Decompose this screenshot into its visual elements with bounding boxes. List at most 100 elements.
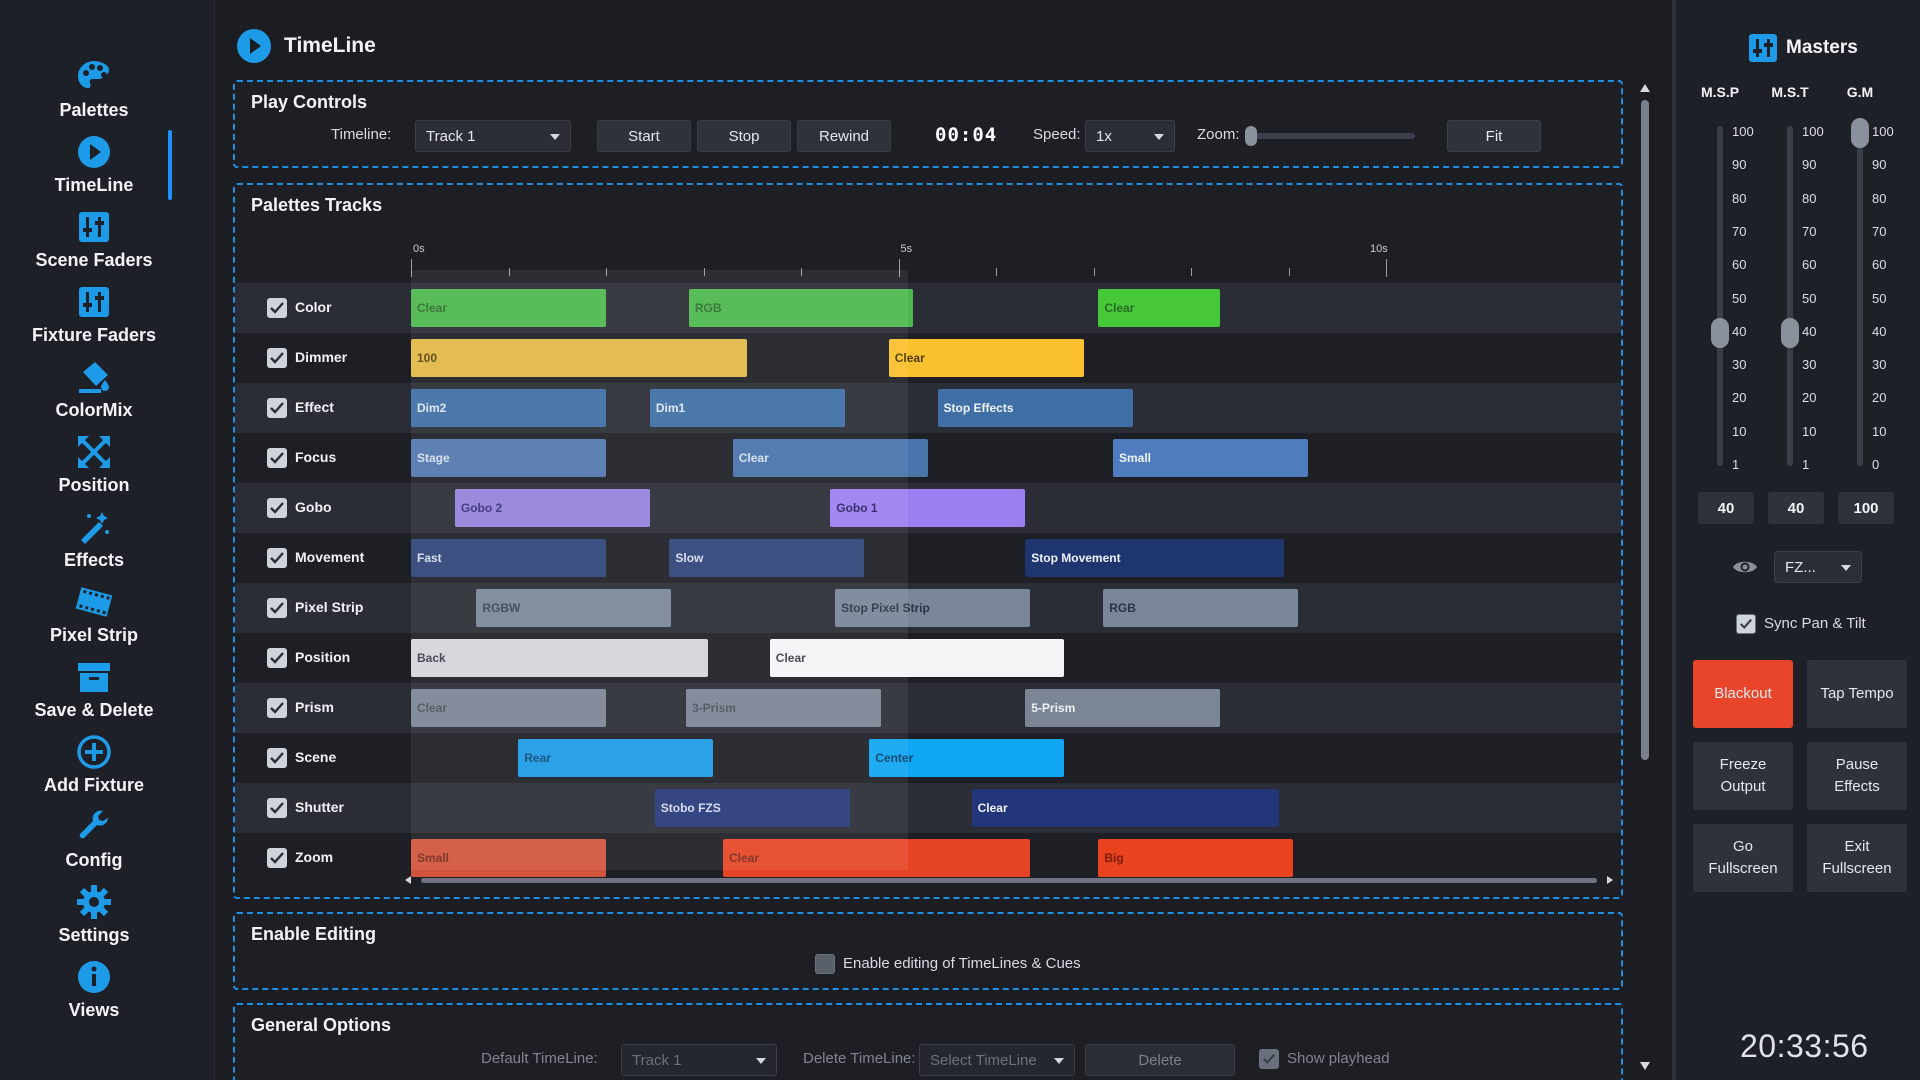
cue-block[interactable]: Clear (1098, 289, 1221, 327)
track-enabled-checkbox[interactable] (267, 448, 287, 468)
delete-timeline-dropdown[interactable]: Select TimeLine (919, 1044, 1075, 1076)
cue-block[interactable]: Clear (732, 439, 928, 477)
sidebar-item-colormix[interactable]: ColorMix (0, 358, 188, 433)
play-controls-section: Play Controls Timeline: Track 1 Start St… (233, 80, 1623, 168)
cue-block[interactable]: Clear (723, 839, 1031, 877)
fader-handle[interactable] (1781, 317, 1799, 348)
sidebar-item-palettes[interactable]: Palettes (0, 58, 188, 133)
sidebar-item-scene-faders[interactable]: Scene Faders (0, 208, 188, 283)
cue-block[interactable]: 3-Prism (685, 689, 881, 727)
fader-handle[interactable] (1851, 118, 1869, 148)
enable-editing-checkbox[interactable] (815, 954, 835, 974)
track-enabled-checkbox[interactable] (267, 798, 287, 818)
track-enabled-checkbox[interactable] (267, 548, 287, 568)
track-enabled-checkbox[interactable] (267, 298, 287, 318)
cue-block[interactable]: 5-Prism (1025, 689, 1221, 727)
cue-block[interactable]: Gobo 1 (830, 489, 1026, 527)
cue-block[interactable]: Dim1 (649, 389, 845, 427)
go-fullscreen-button[interactable]: Go Fullscreen (1693, 824, 1793, 892)
pause-effects-button[interactable]: Pause Effects (1807, 742, 1907, 810)
tap-tempo-button[interactable]: Tap Tempo (1807, 660, 1907, 728)
cue-block[interactable]: Gobo 2 (454, 489, 650, 527)
cue-block[interactable]: Center (869, 739, 1065, 777)
fader-value[interactable]: 40 (1698, 492, 1754, 524)
sidebar-item-effects[interactable]: Effects (0, 508, 188, 583)
default-timeline-dropdown[interactable]: Track 1 (621, 1044, 777, 1076)
cue-block[interactable]: Clear (888, 339, 1084, 377)
fader-value[interactable]: 100 (1838, 492, 1894, 524)
cue-block[interactable]: Big (1098, 839, 1294, 877)
cue-block[interactable]: Stop Movement (1025, 539, 1284, 577)
track-enabled-checkbox[interactable] (267, 598, 287, 618)
cue-block[interactable]: Clear (769, 639, 1065, 677)
track-enabled-checkbox[interactable] (267, 348, 287, 368)
cue-block[interactable]: Clear (411, 289, 606, 327)
cue-block[interactable]: Slow (669, 539, 865, 577)
scroll-up-arrow-icon[interactable] (1640, 84, 1650, 92)
exit-fullscreen-button[interactable]: Exit Fullscreen (1807, 824, 1907, 892)
view-select-dropdown[interactable]: FZ... (1774, 551, 1862, 583)
track-enabled-checkbox[interactable] (267, 498, 287, 518)
scroll-right-arrow-icon[interactable] (1607, 876, 1613, 884)
cue-block[interactable]: RGB (688, 289, 914, 327)
rewind-button[interactable]: Rewind (797, 120, 891, 152)
track-enabled-checkbox[interactable] (267, 648, 287, 668)
track-name: Gobo (295, 499, 332, 515)
horizontal-scrollbar[interactable] (405, 875, 1613, 885)
cue-block[interactable]: Stobo FZS (654, 789, 850, 827)
track-enabled-checkbox[interactable] (267, 398, 287, 418)
sync-pan-tilt-checkbox[interactable] (1736, 614, 1756, 634)
fader-track[interactable] (1717, 126, 1723, 466)
sidebar-item-timeline[interactable]: TimeLine (0, 133, 188, 208)
fader-track[interactable] (1857, 126, 1863, 466)
delete-timeline-button[interactable]: Delete (1085, 1044, 1235, 1076)
vertical-scroll-thumb[interactable] (1641, 100, 1649, 760)
blackout-button[interactable]: Blackout (1693, 660, 1793, 728)
start-button[interactable]: Start (597, 120, 691, 152)
cue-block[interactable]: RGBW (476, 589, 672, 627)
speed-dropdown[interactable]: 1x (1085, 120, 1175, 152)
wrench-icon (79, 810, 108, 839)
cue-block[interactable]: RGB (1103, 589, 1299, 627)
fader-value[interactable]: 40 (1768, 492, 1824, 524)
sidebar-item-add-fixture[interactable]: Add Fixture (0, 733, 188, 808)
stop-button[interactable]: Stop (697, 120, 791, 152)
fader-scale-label: 100 (1872, 124, 1894, 139)
horizontal-scroll-thumb[interactable] (421, 878, 1597, 883)
show-playhead-checkbox[interactable] (1259, 1049, 1279, 1069)
sidebar-item-pixel-strip[interactable]: Pixel Strip (0, 583, 188, 658)
cue-block[interactable]: Fast (411, 539, 606, 577)
sidebar-item-position[interactable]: Position (0, 433, 188, 508)
cue-block[interactable]: Small (1113, 439, 1308, 477)
zoom-slider-handle[interactable] (1245, 126, 1257, 146)
scroll-left-arrow-icon[interactable] (405, 876, 411, 884)
sidebar-item-save-delete[interactable]: Save & Delete (0, 658, 188, 733)
cue-block[interactable]: Stop Pixel Strip (835, 589, 1031, 627)
cue-block[interactable]: Dim2 (411, 389, 606, 427)
cue-block[interactable]: Stage (411, 439, 606, 477)
sidebar-item-config[interactable]: Config (0, 808, 188, 883)
cue-block[interactable]: Back (411, 639, 709, 677)
ruler-tick (1386, 259, 1387, 277)
cue-block[interactable]: Clear (971, 789, 1279, 827)
fit-button[interactable]: Fit (1447, 120, 1541, 152)
cue-block[interactable]: Stop Effects (937, 389, 1133, 427)
sidebar-item-views[interactable]: Views (0, 958, 188, 1033)
timeline-dropdown[interactable]: Track 1 (415, 120, 571, 152)
track-enabled-checkbox[interactable] (267, 698, 287, 718)
scroll-down-arrow-icon[interactable] (1640, 1062, 1650, 1070)
cue-block[interactable]: Rear (518, 739, 714, 777)
sidebar-item-settings[interactable]: Settings (0, 883, 188, 958)
freeze-output-button[interactable]: Freeze Output (1693, 742, 1793, 810)
cue-block[interactable]: Small (411, 839, 606, 877)
track-enabled-checkbox[interactable] (267, 848, 287, 868)
sidebar-item-fixture-faders[interactable]: Fixture Faders (0, 283, 188, 358)
sidebar: Palettes TimeLine Scene Faders Fixture F… (0, 0, 215, 1080)
vertical-scrollbar[interactable] (1638, 80, 1652, 1070)
cue-block[interactable]: Clear (411, 689, 606, 727)
zoom-slider[interactable] (1245, 126, 1415, 146)
fader-handle[interactable] (1711, 317, 1729, 348)
track-enabled-checkbox[interactable] (267, 748, 287, 768)
cue-block[interactable]: 100 (411, 339, 748, 377)
fader-track[interactable] (1787, 126, 1793, 466)
